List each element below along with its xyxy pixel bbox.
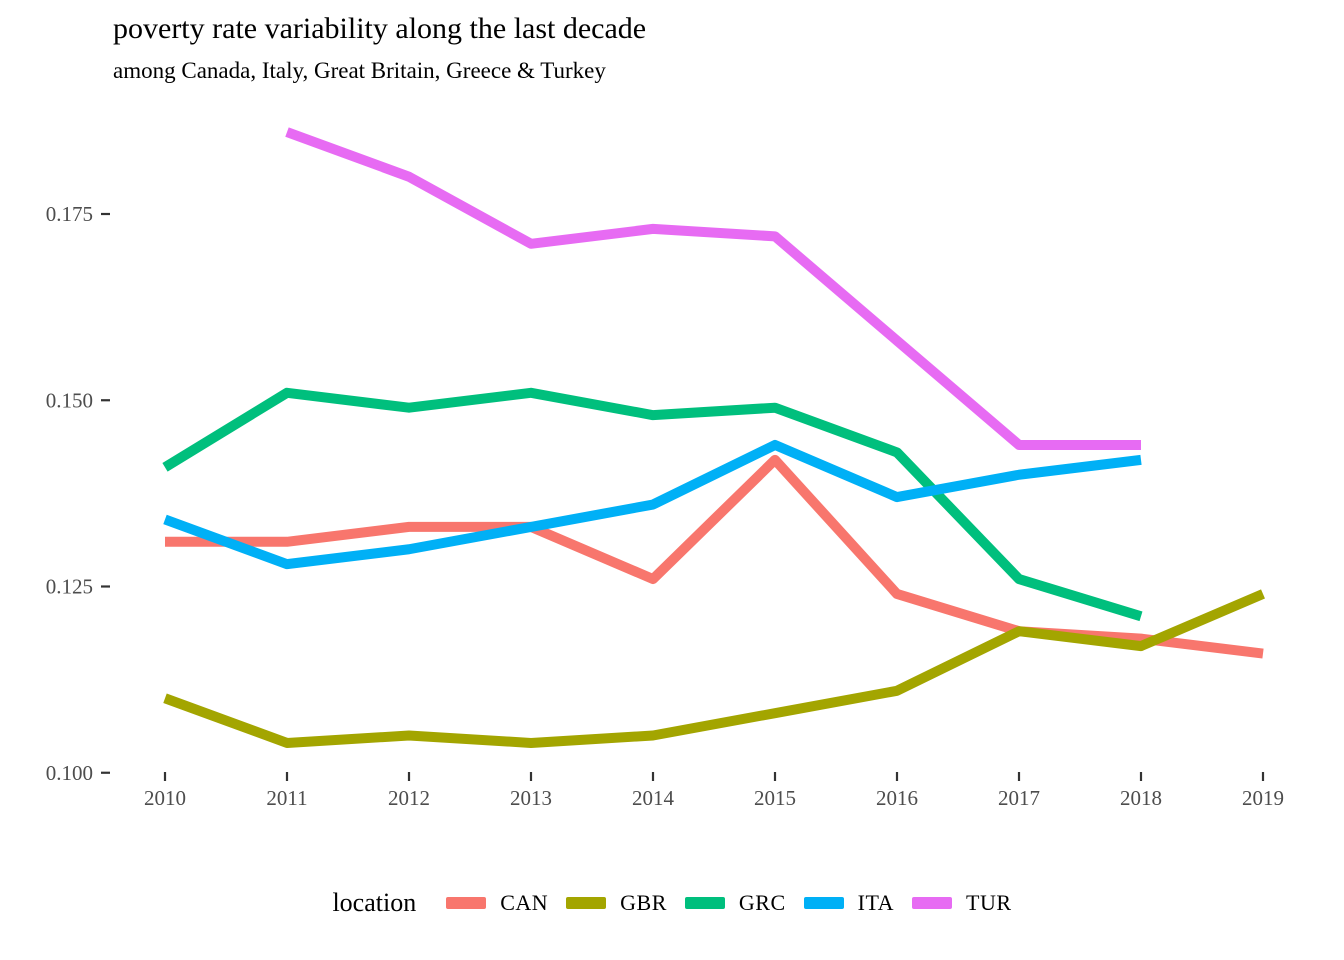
legend-swatch-grc xyxy=(684,897,725,909)
legend-swatch-tur xyxy=(912,897,953,909)
series-line-ITA xyxy=(163,439,1142,570)
x-tick-label: 2012 xyxy=(388,786,430,810)
x-tick-label: 2014 xyxy=(632,786,675,810)
y-tick-label: 0.175 xyxy=(46,202,93,226)
x-tick-label: 2017 xyxy=(998,786,1040,810)
plot-area: 0.100 0.125 0.150 0.175 2010 2011 2012 2013 2014… xyxy=(46,127,1284,810)
legend-label: GBR xyxy=(620,890,667,915)
series-line-TUR xyxy=(285,127,1141,450)
legend-swatch-gbr xyxy=(566,897,607,909)
legend-label: ITA xyxy=(857,890,895,915)
legend-swatch-can xyxy=(446,897,487,909)
x-tick-label: 2016 xyxy=(876,786,918,810)
x-tick-label: 2010 xyxy=(144,786,186,810)
page-title: poverty rate variability along the last … xyxy=(113,12,647,45)
legend-label: GRC xyxy=(738,890,786,915)
x-tick-label: 2013 xyxy=(510,786,552,810)
y-tick-label: 0.150 xyxy=(46,388,93,412)
legend-item-grc: GRC xyxy=(684,890,786,916)
x-tick-label: 2011 xyxy=(266,786,307,810)
legend-swatch-ita xyxy=(803,897,844,909)
legend-item-gbr: GBR xyxy=(566,890,667,916)
legend-label: TUR xyxy=(966,890,1012,915)
series-line-GRC xyxy=(162,387,1143,622)
legend-item-ita: ITA xyxy=(803,890,895,916)
legend-item-tur: TUR xyxy=(912,890,1012,916)
legend-label: CAN xyxy=(500,890,549,915)
y-tick-label: 0.100 xyxy=(46,761,93,785)
legend-item-can: CAN xyxy=(446,890,548,916)
legend: location CAN GBR GRC ITA TUR xyxy=(0,888,1344,918)
series-line-GBR xyxy=(163,589,1265,748)
x-tick-label: 2018 xyxy=(1120,786,1162,810)
legend-title: location xyxy=(332,888,417,917)
x-tick-label: 2015 xyxy=(754,786,796,810)
y-tick-label: 0.125 xyxy=(46,575,93,599)
x-tick-label: 2019 xyxy=(1242,786,1284,810)
page-subtitle: among Canada, Italy, Great Britain, Gree… xyxy=(113,58,606,83)
